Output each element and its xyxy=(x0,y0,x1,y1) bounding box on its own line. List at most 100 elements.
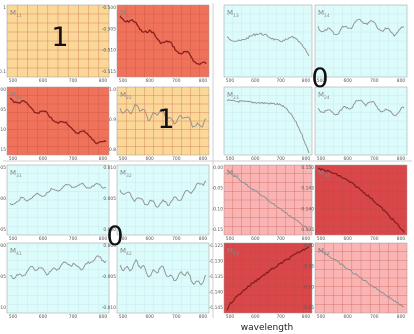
y-tick-label: -0.05 xyxy=(303,264,315,270)
x-tick-label: 600 xyxy=(39,314,48,320)
x-tick-label: 800 xyxy=(199,78,208,84)
x-tick-label: 500 xyxy=(317,314,326,320)
x-tick-label: 800 xyxy=(99,78,108,84)
x-tick-label: 800 xyxy=(99,314,108,320)
x-tick-label: 700 xyxy=(69,78,78,84)
block-label: 1 xyxy=(157,104,174,135)
x-tick-label: 500 xyxy=(317,78,326,84)
series-line xyxy=(226,99,310,154)
x-tick-label: 600 xyxy=(343,156,352,162)
block-label: 1 xyxy=(51,22,68,53)
x-tick-label: 700 xyxy=(276,78,285,84)
panel-m43: M43 500 600 700 800 -0.125 -0.130 -0.135 -0.140 -… xyxy=(209,242,313,320)
x-tick-label: 500 xyxy=(119,314,128,320)
series-line xyxy=(9,182,107,206)
panel-title: M31 xyxy=(10,169,22,179)
y-tick-label: -0.15 xyxy=(303,305,315,311)
panel-title: M42 xyxy=(120,247,132,257)
y-tick-label: -0.05 xyxy=(212,186,224,192)
panel-grid-lines xyxy=(224,5,312,77)
y-tick-label: 1 xyxy=(3,5,6,11)
y-tick-label: 0.140 xyxy=(301,206,314,212)
x-tick-label: 500 xyxy=(226,314,235,320)
panel-grid-lines xyxy=(7,5,109,77)
panel-grid-lines xyxy=(7,165,109,235)
y-tick-label: 0.010 xyxy=(103,165,116,171)
panel-title: M21 xyxy=(10,91,22,101)
series-line xyxy=(317,248,405,308)
y-tick-label: -0.145 xyxy=(209,305,223,311)
x-tick-label: 500 xyxy=(119,78,128,84)
y-tick-label: -0.125 xyxy=(209,243,223,249)
y-tick-label: 0.005 xyxy=(103,196,116,202)
panel-title: M11 xyxy=(10,9,22,19)
x-tick-label: 600 xyxy=(145,314,154,320)
panel-m32: M32 500 600 700 800 0.010 0.005 0.000 xyxy=(103,164,210,242)
panel-grid-lines xyxy=(315,165,407,235)
y-tick-label: 0.000 xyxy=(0,243,6,249)
y-tick-label: 0.000 xyxy=(103,227,116,233)
y-tick-label: 0.000 xyxy=(103,243,116,249)
y-tick-label: 0.8 xyxy=(109,147,116,153)
y-tick-label: -0.515 xyxy=(0,147,6,153)
panel-m12: M12 500 600 700 800 -0.500 -0.505 -0.510 -0.515 xyxy=(102,4,210,84)
panel-grid-lines xyxy=(117,165,209,235)
y-tick-label: -0.005 xyxy=(0,227,6,233)
x-tick-label: 500 xyxy=(9,156,18,162)
x-tick-label: 500 xyxy=(226,156,235,162)
y-tick-label: -0.500 xyxy=(102,5,116,11)
x-tick-label: 600 xyxy=(343,314,352,320)
x-tick-label: 700 xyxy=(172,156,181,162)
y-tick-label: -0.10 xyxy=(212,206,224,212)
x-tick-label: 700 xyxy=(370,236,379,242)
y-tick-label: 0.00 xyxy=(213,165,223,171)
x-tick-label: 600 xyxy=(343,236,352,242)
x-tick-label: 500 xyxy=(226,78,235,84)
x-tick-label: 700 xyxy=(69,236,78,242)
panel-m31: M31 500 600 700 800 0.005 0.000 -0.005 xyxy=(0,164,110,242)
panel-grid-lines xyxy=(7,87,109,155)
x-tick-label: 800 xyxy=(99,236,108,242)
panel-m41: M41 500 600 700 800 0.000 -0.005 -0.010 xyxy=(0,242,110,320)
x-tick-label: 700 xyxy=(69,314,78,320)
panel-grid-lines xyxy=(224,165,312,235)
x-tick-label: 600 xyxy=(145,156,154,162)
panel-m21: M21 500 600 700 800 -0.500 -0.505 -0.510 -0.515 xyxy=(0,86,110,162)
panel-grid-lines xyxy=(117,87,209,155)
series-line xyxy=(119,15,207,66)
x-tick-label: 500 xyxy=(226,236,235,242)
panel-m34: M34 500 600 700 800 0.150 0.145 0.140 0.135 xyxy=(301,164,408,242)
y-tick-label: 0.150 xyxy=(301,165,314,171)
x-tick-label: 700 xyxy=(69,156,78,162)
series-line xyxy=(317,18,405,37)
series-line xyxy=(119,258,207,286)
block-label: 0 xyxy=(311,63,328,94)
y-tick-label: 0.9 xyxy=(109,117,116,123)
x-tick-label: 800 xyxy=(302,156,311,162)
y-tick-label: -0.135 xyxy=(209,274,223,280)
y-tick-label: 0.005 xyxy=(0,165,6,171)
y-tick-label: -0.005 xyxy=(0,274,6,280)
panel-m14: M14 500 600 700 800 xyxy=(314,4,408,84)
x-tick-label: 800 xyxy=(397,236,406,242)
panel-grid-lines xyxy=(224,87,312,155)
panel-m42: M42 500 600 700 800 0.000 -0.005 -0.010 xyxy=(102,242,210,320)
series-line xyxy=(9,255,107,280)
panel-m23: M23 500 600 700 800 xyxy=(223,86,313,162)
y-tick-label: -0.15 xyxy=(212,227,224,233)
x-tick-label: 700 xyxy=(172,314,181,320)
x-tick-label: 700 xyxy=(172,78,181,84)
x-tick-label: 800 xyxy=(302,314,311,320)
x-tick-label: 500 xyxy=(317,236,326,242)
x-tick-label: 600 xyxy=(39,156,48,162)
x-tick-label: 500 xyxy=(119,156,128,162)
y-tick-label: 0.135 xyxy=(301,227,314,233)
y-tick-label: -0.510 xyxy=(102,48,116,54)
panel-title: M43 xyxy=(227,247,239,257)
panel-grid-lines xyxy=(224,243,312,313)
block-labels: 1 1 0 0 xyxy=(3,3,412,318)
series-line xyxy=(119,104,207,128)
